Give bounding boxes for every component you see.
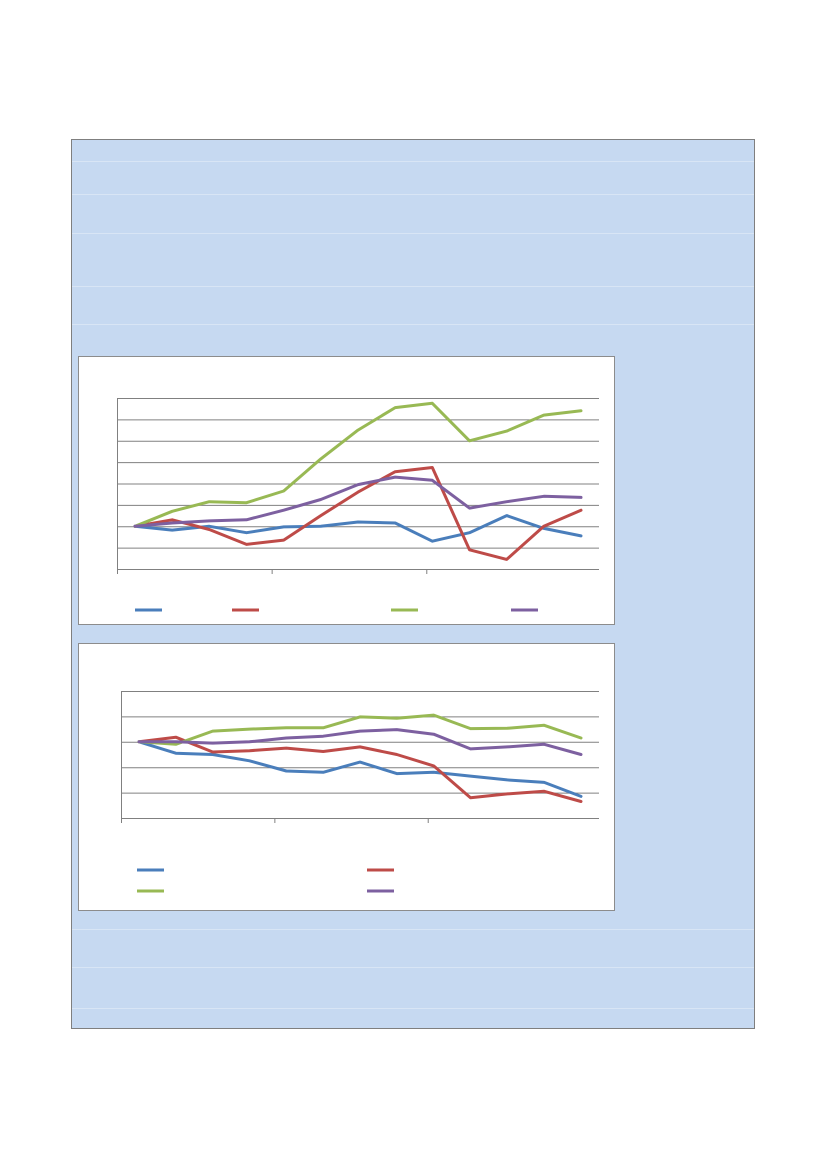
series-line-4	[133, 475, 583, 528]
panel-divider	[72, 967, 754, 968]
panel-divider	[72, 286, 754, 287]
series-line-1	[137, 740, 583, 798]
line-chart-1-plot	[117, 398, 599, 612]
panel-divider	[72, 324, 754, 325]
panel-divider	[72, 929, 754, 930]
series-line-2	[133, 466, 583, 561]
series-line-1	[133, 514, 583, 543]
series-line-4	[137, 728, 583, 756]
panel-divider	[72, 1008, 754, 1009]
series-line-3	[137, 713, 583, 746]
panel-divider	[72, 233, 754, 234]
line-chart-2-plot	[121, 691, 599, 893]
panel-divider	[72, 161, 754, 162]
series-line-3	[133, 401, 583, 528]
line-chart-2	[78, 643, 615, 911]
series-line-2	[137, 735, 583, 803]
panel-divider	[72, 194, 754, 195]
line-chart-1	[78, 356, 615, 625]
